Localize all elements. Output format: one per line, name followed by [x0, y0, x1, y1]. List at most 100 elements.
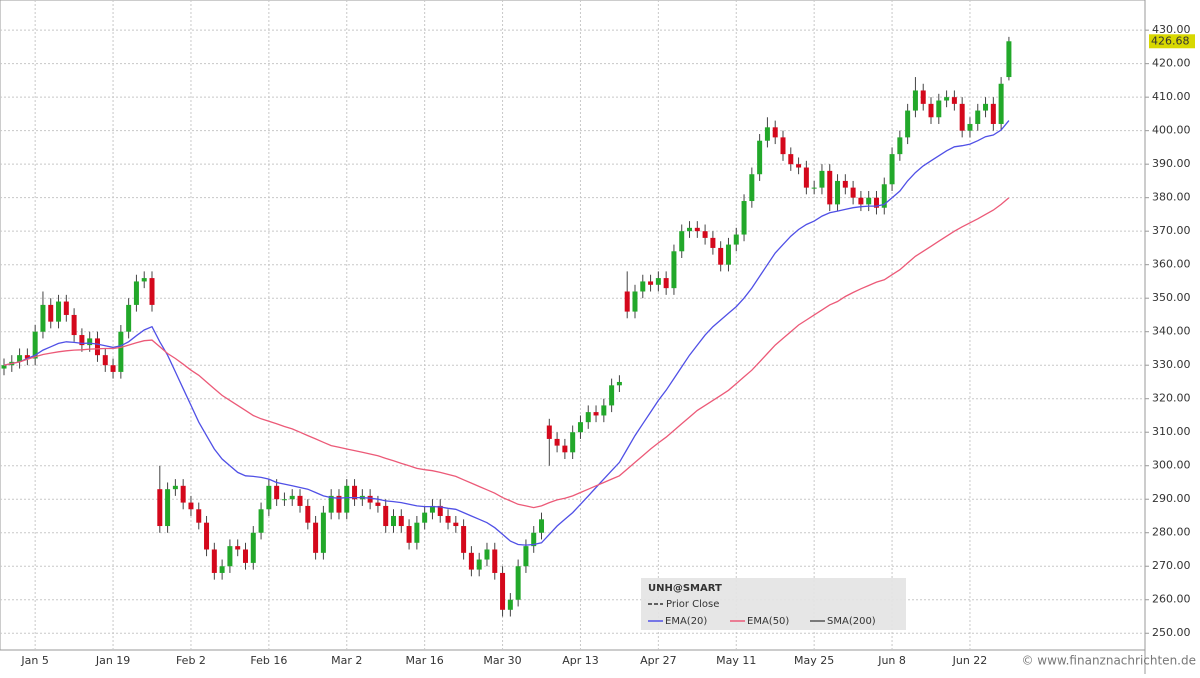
candle-body: [266, 485, 272, 510]
candle-body: [133, 281, 139, 305]
x-tick-label: Jun 8: [877, 654, 906, 667]
candle-body: [383, 505, 389, 527]
x-tick-label: May 25: [794, 654, 834, 667]
candle-body: [975, 110, 981, 124]
candle-body: [328, 495, 334, 513]
candle-body: [944, 97, 950, 101]
y-tick-label: 420.00: [1152, 57, 1191, 70]
candle-body: [367, 495, 373, 503]
candle-body: [297, 495, 303, 506]
candle-body: [827, 170, 833, 205]
y-tick-label: 320.00: [1152, 392, 1191, 405]
y-tick-label: 430.00: [1152, 23, 1191, 36]
candle-body: [764, 127, 770, 141]
candle-body: [632, 291, 638, 312]
candle-body: [219, 566, 225, 573]
candle-body: [1006, 41, 1012, 78]
candle-body: [406, 526, 412, 543]
candle-body: [897, 137, 903, 155]
candle-body: [445, 515, 451, 523]
candle-body: [126, 304, 132, 332]
candle-body: [63, 301, 69, 315]
candle-body: [157, 489, 163, 527]
candle-body: [56, 301, 62, 322]
candle-body: [289, 495, 295, 500]
candle-body: [414, 522, 420, 543]
candle-body: [936, 100, 942, 118]
x-tick-label: Feb 2: [176, 654, 206, 667]
candle-body: [320, 512, 326, 553]
legend-label: EMA(20): [665, 616, 707, 627]
candle-body: [336, 495, 342, 513]
candle-body: [79, 335, 85, 346]
candle-body: [920, 90, 926, 104]
candle-body: [663, 278, 669, 289]
candle-body: [468, 552, 474, 570]
candle-body: [48, 304, 54, 322]
candle-body: [492, 549, 498, 573]
candle-body: [803, 167, 809, 188]
candle-body: [788, 154, 794, 165]
candle-body: [616, 381, 622, 386]
candle-body: [250, 532, 256, 563]
y-tick-label: 310.00: [1152, 425, 1191, 438]
candle-body: [710, 237, 716, 248]
candle-body: [811, 187, 817, 189]
candle-body: [429, 505, 435, 513]
y-tick-label: 400.00: [1152, 124, 1191, 137]
candle-body: [819, 170, 825, 188]
candle-body: [928, 103, 934, 118]
x-tick-label: Jan 19: [95, 654, 130, 667]
y-tick-label: 350.00: [1152, 291, 1191, 304]
legend-box: [641, 578, 906, 630]
candle-body: [998, 83, 1004, 124]
y-tick-label: 370.00: [1152, 224, 1191, 237]
candle-body: [375, 502, 381, 506]
candle-body: [398, 515, 404, 527]
candle-body: [71, 314, 77, 336]
candle-body: [17, 355, 23, 362]
candle-body: [227, 546, 233, 567]
candle-body: [94, 338, 100, 356]
y-tick-label: 250.00: [1152, 626, 1191, 639]
y-tick-label: 340.00: [1152, 325, 1191, 338]
candle-body: [959, 103, 965, 131]
legend-label: EMA(50): [747, 616, 789, 627]
legend-symbol: UNH@SMART: [648, 583, 722, 594]
x-tick-label: Feb 16: [250, 654, 287, 667]
y-tick-label: 280.00: [1152, 526, 1191, 539]
candle-body: [749, 174, 755, 202]
x-tick-label: Mar 2: [331, 654, 362, 667]
candle-body: [577, 422, 583, 433]
candle-body: [967, 123, 973, 131]
candle-body: [990, 103, 996, 124]
candle-body: [655, 278, 661, 285]
last-price-box: [1149, 34, 1195, 49]
candle-body: [32, 331, 38, 359]
candle-body: [242, 549, 248, 563]
candle-body: [850, 187, 856, 198]
candle-body: [741, 201, 747, 235]
candle-body: [873, 197, 879, 208]
indicator-line: [3, 120, 1010, 546]
candle-body: [593, 412, 599, 416]
candle-body: [546, 425, 552, 439]
candle-body: [235, 546, 241, 550]
candle-body: [889, 154, 895, 185]
candle-body: [391, 515, 396, 527]
legend-label: Prior Close: [666, 599, 719, 610]
candle-body: [211, 549, 217, 573]
candle-body: [881, 184, 887, 208]
candle-body: [344, 485, 350, 513]
candle-body: [1, 365, 7, 369]
x-tick-label: Jun 22: [952, 654, 988, 667]
last-price: 426.68: [1151, 34, 1190, 47]
x-tick-label: Jan 5: [20, 654, 48, 667]
candle-body: [507, 599, 513, 610]
x-tick-label: Apr 13: [562, 654, 599, 667]
candle-body: [609, 385, 615, 406]
candle-body: [585, 412, 591, 423]
candle-body: [702, 231, 708, 238]
candle-body: [258, 509, 264, 533]
